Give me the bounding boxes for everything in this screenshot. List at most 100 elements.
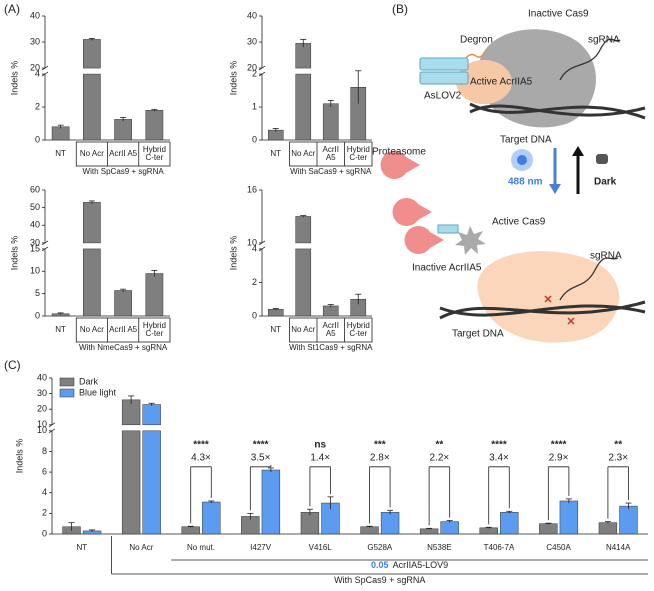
bar [83,39,101,69]
proteasome [404,226,444,255]
significance: **** [551,439,567,450]
legend-swatch [59,388,75,398]
light [517,155,527,165]
axis-break [258,240,266,246]
label-frame [289,317,373,343]
label: sgRNA [590,251,622,262]
label: Inactive Cas9 [528,9,589,20]
sgrna [559,257,619,301]
group-label: With SaCas9 + sgRNA [290,166,372,176]
y-tick-label: 15 [30,243,40,253]
fold-change: 1.4× [310,452,330,463]
y-tick-label: 8 [42,446,47,456]
x-tick-label: NT [76,542,88,552]
significance: **** [253,439,269,450]
label: Proteasome [372,147,426,158]
axis-break [258,65,266,71]
y-tick-label: 30 [247,36,257,46]
group-label: With NmeCas9 + sgRNA [79,342,168,352]
bar [619,505,638,535]
acr-inactive [477,251,620,343]
x-tick-label: Hybrid C-ter [346,320,370,338]
y-tick-label: 16 [247,184,257,194]
label: AsLOV2 [424,91,462,102]
y-tick-label: 5 [35,288,40,298]
bar [145,110,164,141]
plug [596,154,608,164]
y-tick-label: 10 [37,419,47,429]
label-box: With SaCas9 + sgRNA [290,166,372,176]
y-tick-label: 60 [30,184,40,194]
group-label: 0.05 AcrIIA5-LOV9 [171,561,648,570]
label-box: No Acr [80,325,104,333]
proteasome [380,151,420,179]
sgrna [559,38,621,81]
label: Degron [460,35,493,46]
y-tick-label: 6 [42,466,47,476]
bar [440,521,459,535]
label-box: G528A [367,543,392,551]
bar [83,202,101,244]
bar [181,526,200,535]
significance: ns [314,439,326,450]
y-tick-label: 0 [42,528,47,538]
label-box: NT [55,149,66,157]
x-tick-label: No Acr [291,324,316,334]
bar [142,404,161,426]
label-box: With St1Cas9 + sgRNA [289,342,373,352]
y-axis-label: Indels % [228,61,238,96]
legend-label: Dark [79,376,99,386]
significance: **** [491,439,507,450]
label-box: NT [270,325,281,333]
x-tick-label: No Acr [129,542,154,552]
bar [380,512,400,535]
bar [419,528,439,535]
fold-change: 2.3× [608,452,628,463]
bar [322,103,339,141]
group-label: With St1Cas9 + sgRNA [289,342,373,352]
bar [539,523,558,535]
bar [114,290,132,317]
x-tick-label: AcrII A5 [109,324,138,334]
axis-break [41,71,49,77]
x-tick-label: AcrII A5 [109,148,138,158]
bar [145,273,164,317]
dose: 0.05 [371,561,389,570]
label-box: Hybrid C-ter [347,145,370,162]
x-tick-label: C450A [546,542,571,552]
diagram: Inactive Cas9 Degron Active AcrIIA5 sgRN… [372,9,646,343]
x-tick-label: N414A [605,542,631,552]
label-box: No Acr [291,324,316,334]
x-tick-label: NT [55,324,66,334]
label-box: Hybrid C-ter [346,320,370,338]
construct: AcrIIA5-LOV9 [392,561,449,570]
y-tick-label: 0 [35,310,40,320]
lov2 [419,71,469,85]
bar [598,522,618,535]
group-label: With SpCas9 + sgRNA [334,575,426,586]
label-box: AcrII A5 [322,144,339,162]
axis-break [48,422,56,428]
dna [469,102,646,120]
y-tick-label: 40 [37,372,47,382]
y-tick-label: 20 [247,62,257,72]
label-box: C450A [546,542,571,552]
axis-break [258,246,266,252]
y-axis-label: Indels % [9,61,19,96]
x-tick-label: AcrII A5 [322,144,339,162]
lov2 [437,224,459,234]
label-box: No Acr [291,149,315,157]
label-box: N414A [605,542,631,552]
label-box: Hybrid C-ter [143,145,166,162]
label-frame [289,141,373,167]
y-tick-label: 10 [247,237,257,247]
x-tick-label: N538E [427,542,452,552]
label-box: NT [76,542,88,552]
x-tick-label: AcrII A5 [322,320,339,338]
y-tick-label: 4 [42,487,47,497]
x-tick-label: V416L [308,542,332,552]
label-frame [75,141,171,167]
y-tick-label: 0 [35,134,40,144]
y-tick-label: 50 [30,202,40,212]
y-tick-label: 40 [30,10,40,20]
